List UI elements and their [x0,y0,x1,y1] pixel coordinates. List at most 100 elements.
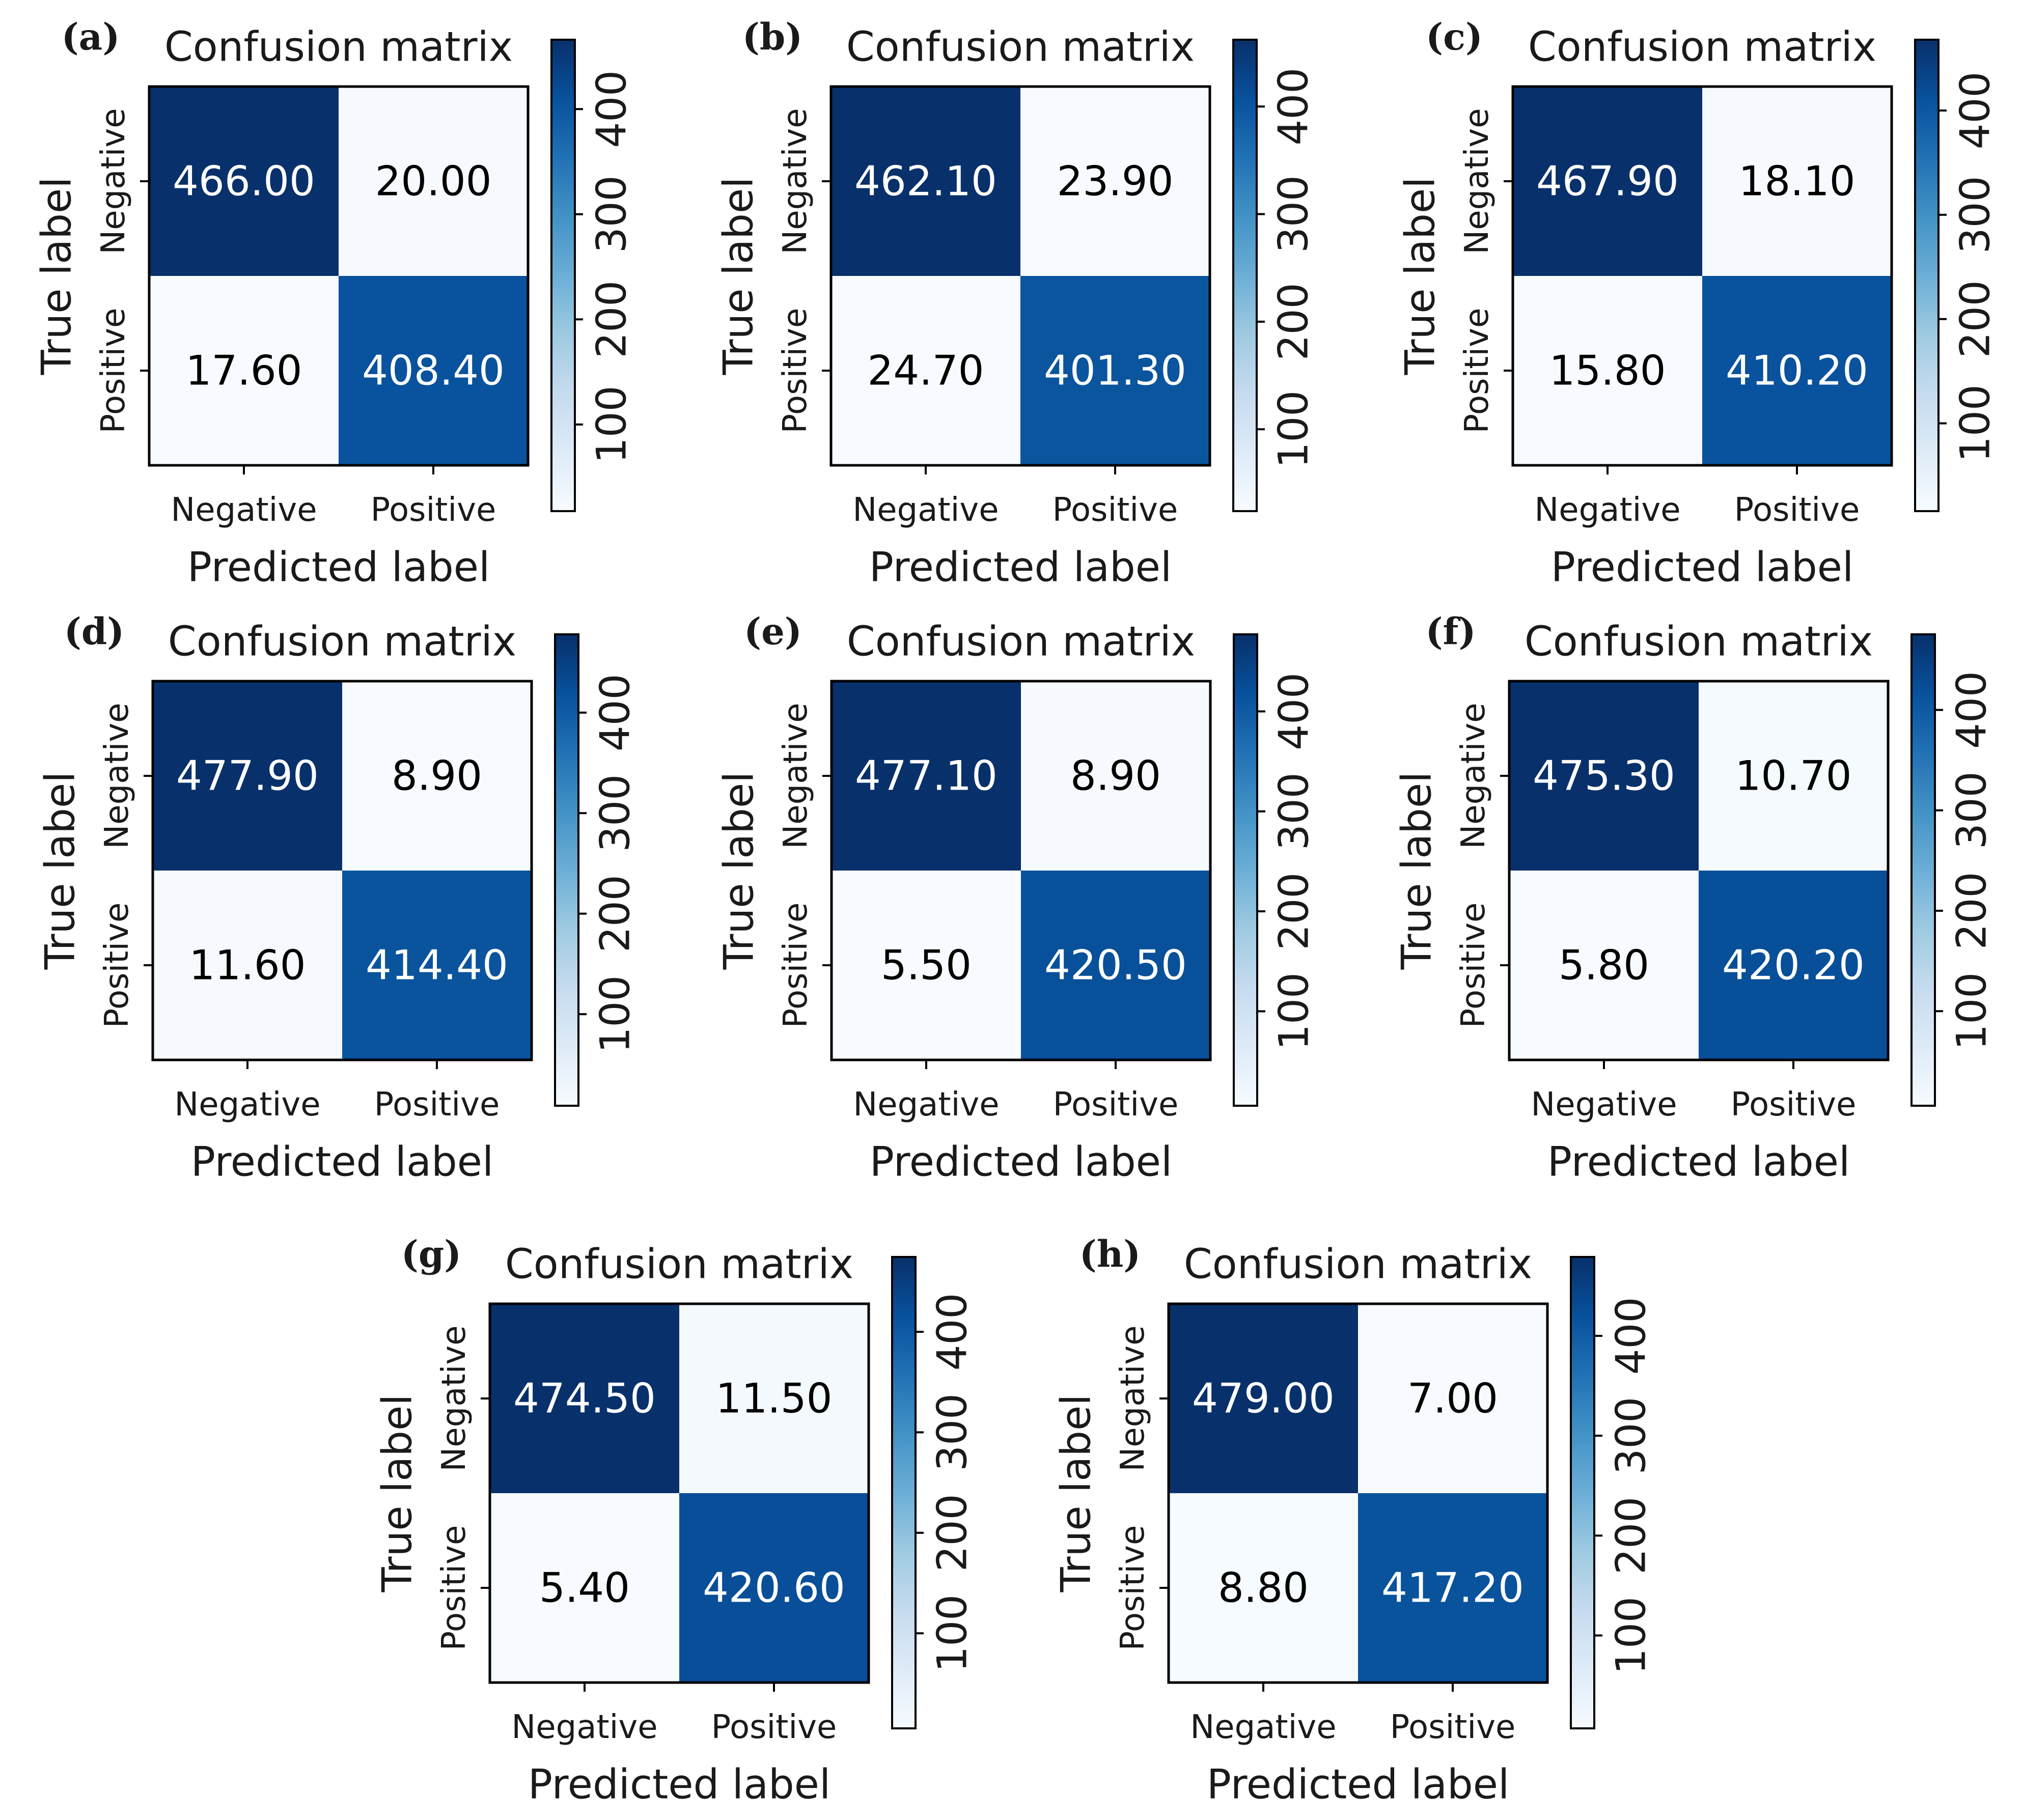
y-axis-label: True label [37,772,84,970]
x-axis-label: Predicted label [1551,544,1853,591]
matrix-cell [153,681,342,871]
colorbar-tick-label: 200 [592,875,639,953]
cell-value-label: 10.70 [1735,752,1851,800]
colorbar [554,633,579,1107]
colorbar-tick-label: 200 [1270,283,1317,361]
matrix-cell [1702,276,1892,465]
cell-value-label: 401.30 [1044,347,1186,395]
colorbar-tick-label: 200 [1608,1497,1655,1575]
colorbar-tick-label: 100 [592,975,639,1053]
panel-label: (b) [742,15,802,59]
matrix-cell [1169,1304,1358,1493]
colorbar [550,39,576,512]
confusion-matrix-panel: 477.90 8.90 11.60 414.40 Negative Positive Neg… [37,610,639,1186]
chart-title: Confusion matrix [164,23,513,71]
matrix-cell [1020,276,1210,465]
colorbar-tick-label: 400 [1952,72,1999,150]
confusion-matrix-panel: 467.90 18.10 15.80 410.20 Negative Positive Ne… [1397,15,1999,591]
x-axis-label: Predicted label [869,544,1172,591]
colorbar-tick-label: 100 [1952,384,1999,462]
chart-title: Confusion matrix [846,23,1195,71]
cell-value-label: 17.60 [185,347,302,395]
y-tick-label: Positive [435,1525,473,1651]
cell-value-label: 24.70 [867,347,984,395]
confusion-matrix-panel: 474.50 11.50 5.40 420.60 Negative Positive Neg… [374,1233,976,1808]
cell-value-label: 479.00 [1192,1375,1335,1422]
x-tick-label: Negative [1531,1086,1677,1124]
matrix-cell [679,1493,869,1683]
matrix-cell [1513,276,1702,465]
y-tick-label: Negative [1114,1325,1152,1471]
colorbar-tick-label: 400 [1948,671,1996,749]
x-tick-label: Negative [171,491,317,529]
x-tick-label: Negative [174,1086,320,1124]
panel-label: (f) [1425,610,1476,653]
matrix-cell [1699,681,1888,871]
panel-label: (d) [64,610,124,653]
y-tick-label: Positive [777,903,815,1028]
chart-title: Confusion matrix [505,1241,853,1288]
cell-value-label: 466.00 [173,158,315,205]
cell-value-label: 5.50 [881,942,972,989]
axes-frame [148,85,530,467]
x-axis-label: Predicted label [1547,1138,1850,1186]
cell-value-label: 5.80 [1559,942,1649,989]
cell-value-label: 7.00 [1407,1375,1498,1422]
matrix-cell [1699,871,1888,1060]
chart-title: Confusion matrix [1184,1241,1532,1288]
colorbar-tick-label: 100 [588,385,635,463]
axes-frame [488,1302,870,1684]
colorbar [1570,1256,1595,1729]
matrix-cell [1509,681,1699,871]
matrix-cell [339,87,528,276]
matrix-cell [339,276,528,465]
cell-value-label: 8.90 [392,752,482,800]
y-axis-label: True label [715,177,762,376]
matrix-cell [1702,87,1892,276]
y-tick-label: Positive [1455,903,1492,1028]
chart-title: Confusion matrix [1525,618,1873,665]
y-axis-label: True label [715,772,763,970]
y-axis-label: True label [33,177,80,376]
x-tick-label: Negative [852,491,999,529]
matrix-cell [1509,871,1699,1060]
cell-value-label: 8.90 [1070,752,1161,800]
x-tick-label: Negative [511,1709,657,1746]
colorbar-tick-label: 300 [1948,771,1996,849]
cell-value-label: 15.80 [1549,347,1666,395]
cell-value-label: 408.40 [362,347,505,395]
cell-value-label: 417.20 [1381,1564,1524,1612]
colorbar-tick-label: 100 [1270,390,1317,468]
x-tick-label: Positive [711,1709,837,1746]
colorbar-tick-label: 300 [1270,175,1317,253]
colorbar-tick-label: 200 [1952,280,1999,358]
colorbar-tick-label: 300 [1952,176,1999,254]
cell-value-label: 8.80 [1218,1564,1309,1612]
x-axis-label: Predicted label [528,1761,830,1808]
matrix-cell [149,276,339,465]
colorbar-tick-label: 300 [929,1393,976,1471]
matrix-cell [832,681,1021,871]
panel-label: (h) [1079,1233,1141,1276]
matrix-cell [1021,681,1210,871]
x-axis-label: Predicted label [870,1138,1172,1186]
y-axis-label: True label [374,1394,421,1593]
colorbar [1914,39,1940,512]
cell-value-label: 474.50 [513,1375,656,1422]
confusion-matrix-panel: 479.00 7.00 8.80 417.20 Negative Positive Nega… [1052,1233,1655,1808]
colorbar-tick-label: 200 [1948,872,1996,950]
x-tick-label: Positive [1731,1086,1857,1124]
cell-value-label: 477.90 [176,752,319,800]
y-tick-label: Negative [1458,108,1496,254]
cell-value-label: 410.20 [1726,347,1868,395]
colorbar-tick-label: 100 [1608,1597,1655,1674]
colorbar [1910,633,1936,1107]
matrix-cell [490,1304,679,1493]
matrix-cell [490,1493,679,1683]
x-tick-label: Positive [371,491,496,529]
colorbar-tick-label: 400 [1608,1297,1655,1375]
axes-frame [1508,680,1890,1061]
matrix-cell [832,871,1021,1060]
colorbar [1233,633,1258,1107]
matrix-cell [342,681,532,871]
